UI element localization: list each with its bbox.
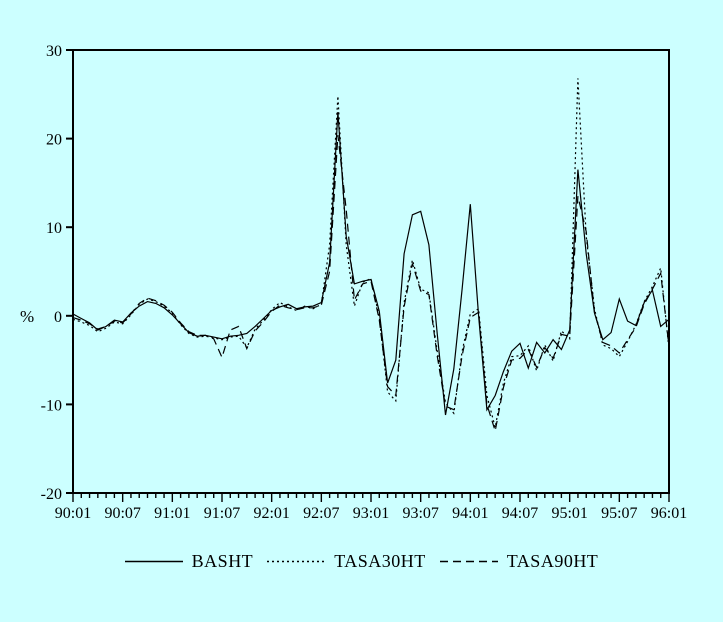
y-tick-label: 0 bbox=[54, 309, 62, 326]
y-tick-label: -20 bbox=[41, 486, 62, 503]
x-tick-label: 93:01 bbox=[353, 505, 389, 522]
legend-label-tasa30ht: TASA30HT bbox=[334, 551, 426, 571]
x-tick-label: 95:07 bbox=[601, 505, 637, 522]
x-tick-label: 91:07 bbox=[204, 505, 240, 522]
x-tick-label: 96:01 bbox=[651, 505, 687, 522]
series-tasa90ht bbox=[72, 135, 670, 432]
x-tick-label: 93:07 bbox=[402, 505, 438, 522]
legend-item-basht: BASHT bbox=[124, 551, 254, 572]
y-tick-label: 10 bbox=[46, 220, 62, 237]
x-tick-label: 95:01 bbox=[551, 505, 587, 522]
chart-legend: BASHT TASA30HT TASA90HT bbox=[0, 551, 723, 572]
x-tick-label: 90:07 bbox=[104, 505, 140, 522]
x-tick-label: 92:01 bbox=[253, 505, 289, 522]
legend-line-solid-icon bbox=[124, 560, 183, 563]
legend-line-dotted-icon bbox=[267, 560, 326, 563]
x-tick-label: 94:01 bbox=[452, 505, 488, 522]
legend-item-tasa90ht: TASA90HT bbox=[439, 551, 599, 572]
legend-item-tasa30ht: TASA30HT bbox=[267, 551, 426, 572]
legend-line-dashed-icon bbox=[439, 560, 498, 563]
legend-label-basht: BASHT bbox=[191, 551, 254, 571]
series-basht bbox=[72, 111, 670, 416]
series-tasa30ht bbox=[72, 78, 670, 428]
x-tick-label: 90:01 bbox=[55, 505, 91, 522]
x-tick-label: 92:07 bbox=[303, 505, 339, 522]
y-axis-title: % bbox=[20, 307, 34, 326]
legend-label-tasa90ht: TASA90HT bbox=[506, 551, 599, 571]
y-tick-label: -10 bbox=[41, 397, 62, 414]
plot-border bbox=[72, 49, 670, 494]
y-tick-label: 30 bbox=[46, 43, 62, 60]
y-tick-label: 20 bbox=[46, 132, 62, 149]
x-tick-label: 91:01 bbox=[154, 505, 190, 522]
x-tick-label: 94:07 bbox=[502, 505, 538, 522]
